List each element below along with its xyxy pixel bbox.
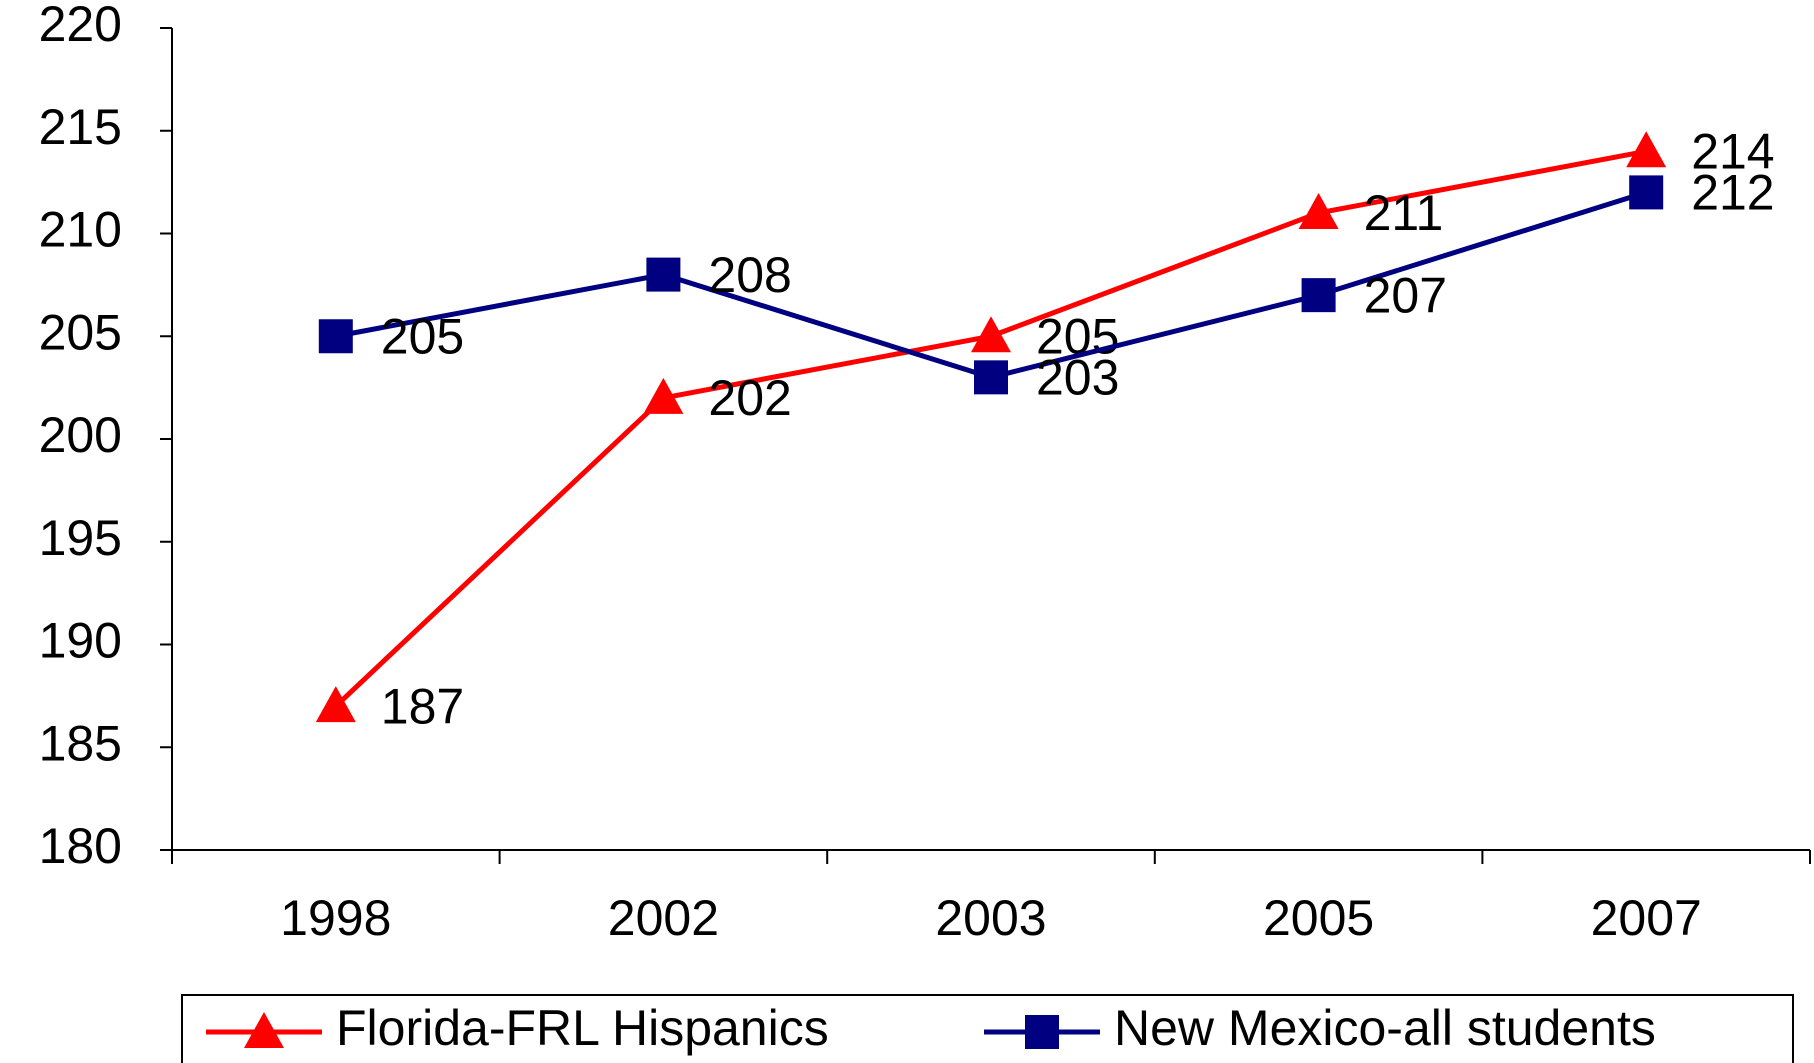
y-tick-label: 220: [39, 0, 122, 52]
marker: [1626, 131, 1667, 168]
data-label: 211: [1364, 185, 1444, 241]
y-tick-label: 180: [39, 818, 122, 874]
data-label: 203: [1036, 350, 1119, 406]
marker: [643, 377, 684, 414]
x-tick-label: 2002: [608, 890, 719, 946]
y-tick-label: 190: [39, 613, 122, 669]
data-label: 205: [381, 308, 464, 364]
data-label: 214: [1691, 124, 1774, 180]
y-tick-label: 185: [39, 715, 122, 771]
data-label: 207: [1364, 267, 1447, 323]
y-tick-label: 215: [39, 99, 122, 155]
y-tick-label: 205: [39, 304, 122, 360]
marker: [1025, 1015, 1059, 1049]
x-tick-label: 2007: [1591, 890, 1702, 946]
marker: [315, 686, 356, 723]
legend-box: [181, 994, 1794, 1063]
legend-label: New Mexico-all students: [1114, 1000, 1656, 1056]
marker: [1629, 175, 1664, 210]
data-label: 187: [381, 678, 464, 734]
data-label: 212: [1691, 165, 1774, 221]
x-tick-label: 2005: [1263, 890, 1374, 946]
x-tick-label: 1998: [280, 890, 391, 946]
marker: [318, 319, 353, 354]
series-line: [334, 148, 1647, 708]
data-label: 208: [708, 247, 791, 303]
marker: [974, 360, 1008, 395]
marker: [244, 1012, 284, 1048]
x-tick-label: 2003: [935, 890, 1046, 946]
y-tick-label: 200: [39, 407, 122, 463]
y-tick-label: 210: [39, 202, 122, 258]
marker: [646, 257, 681, 292]
y-tick-label: 195: [39, 510, 122, 566]
marker: [1301, 278, 1336, 313]
marker: [971, 316, 1011, 353]
marker: [1298, 192, 1339, 229]
legend-label: Florida-FRL Hispanics: [336, 1000, 829, 1056]
data-label: 202: [708, 370, 791, 426]
